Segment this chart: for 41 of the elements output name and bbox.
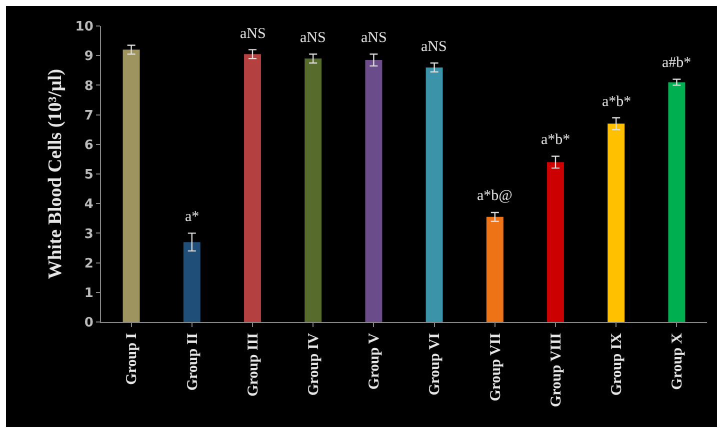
data-label: a*b@ <box>477 188 513 204</box>
y-tick-label: 7 <box>84 108 94 124</box>
data-label: a*b* <box>541 132 570 148</box>
x-tick-label: Group I <box>124 332 140 385</box>
x-tick-label: Group V <box>366 332 383 390</box>
bar <box>426 67 443 322</box>
y-axis-title: White Blood Cells (10³/μl) <box>45 68 66 280</box>
y-tick-label: 8 <box>84 78 94 94</box>
y-tick-label: 0 <box>84 316 94 331</box>
bar <box>608 124 625 322</box>
data-label: aNS <box>240 26 266 42</box>
y-tick-label: 10 <box>75 20 94 35</box>
x-tick-label: Group III <box>245 332 262 397</box>
bar <box>668 82 686 322</box>
data-label: a*b* <box>602 94 632 110</box>
y-tick-label: 2 <box>84 256 94 272</box>
x-tick-label: Group X <box>670 332 686 390</box>
x-tick-label: Group VI <box>427 332 444 396</box>
bar <box>304 58 322 322</box>
bar <box>547 162 564 322</box>
data-label: a#b* <box>662 55 692 71</box>
bar <box>122 50 140 322</box>
bar <box>244 54 261 322</box>
data-label: aNS <box>361 30 387 46</box>
x-tick-label: Group IV <box>306 332 322 396</box>
x-tick-label: Group IX <box>608 332 625 396</box>
y-tick-label: 3 <box>84 226 94 242</box>
data-label: aNS <box>300 30 326 46</box>
data-label: a* <box>185 209 200 225</box>
bar <box>365 60 382 322</box>
data-label: aNS <box>421 39 447 55</box>
y-tick-label: 9 <box>84 49 94 64</box>
y-tick-label: 6 <box>84 138 94 153</box>
x-tick-label: Group VIII <box>548 332 564 408</box>
bar <box>183 242 200 322</box>
x-tick-label: Group VII <box>488 332 504 402</box>
bar <box>486 216 504 322</box>
y-tick-label: 1 <box>84 286 94 301</box>
x-tick-label: Group II <box>184 332 201 391</box>
y-tick-label: 4 <box>84 197 94 212</box>
y-tick-label: 5 <box>84 168 94 183</box>
